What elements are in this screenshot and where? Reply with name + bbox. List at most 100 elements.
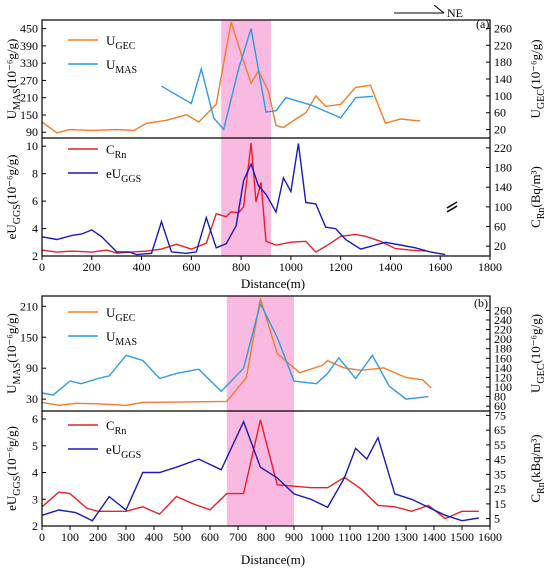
panel-b-bottom-right-tick-label: 45 [494,453,506,467]
panel-a-x-axis-title: Distance(m) [241,276,305,291]
panel-b-top-left-tick-label: 30 [26,392,38,406]
panel-a-bottom-right-axis-title-sub: Rn [536,208,547,220]
panel-b-top-right-axis-title-sub: GEC [536,363,547,383]
legend-main: U [106,305,116,320]
legend-sub: GGS [121,174,141,185]
panel-b-bottom-left-axis-title-main: eU [4,495,19,511]
panel-b-bottom-left-tick-label: 4 [32,466,38,480]
panel-a-axis-break-icon [446,201,458,213]
panel-a-bottom-series-crn [41,142,426,254]
panel-b-top-right-tick-label: 80 [494,390,506,404]
panel-b-x-tick-label: 400 [145,530,163,544]
panel-b-bottom-left-tick-label: 5 [32,439,38,453]
panel-a-bottom-left-tick-label: 2 [32,249,38,263]
panel-b-top-right-tick-label: 260 [494,303,512,317]
legend-main: U [106,57,116,72]
panel-a-x-tick-label: 1600 [428,260,452,274]
panel-b-x-tick-label: 700 [229,530,247,544]
panel-a-x-tick-label: 200 [83,260,101,274]
panel-a-x-tick-label: 600 [182,260,200,274]
panel-b-top-left-axis-title-unit: (10⁻⁶g/g) [4,313,19,363]
panel-b-x-tick-label: 600 [201,530,219,544]
panel-b-bottom-plot: 23456515253545556575CRneUGGSeUGGS(10⁻⁶g/… [4,408,547,533]
panel-a-top-left-axis-title-unit: (10⁻⁶g/g) [4,39,19,89]
panel-b-bottom-right-axis-title: CRn(kBq/m³) [528,434,547,502]
panel-a-bottom-left-axis-title-main: eU [4,224,19,240]
panel-a-top-right-tick-label: 180 [494,55,512,69]
panel-a-top-left-axis-title: UMAS(10⁻⁶g/g) [4,39,23,120]
panel-a-top-series-umas [161,28,374,131]
panel-a-bottom-left-axis-title-sub: GGS [12,204,23,224]
panel-b-x-tick-label: 200 [89,530,107,544]
panel-a-top-left-tick-label: 450 [20,22,38,36]
legend-main: U [106,329,116,344]
panel-a-top-plot: 90 150 210 270 330 390 450 20 60 100 140 180 220 260 U… [4,21,547,139]
panel-a-top-right-axis-title-sub: GEC [536,89,547,109]
panel-a-bottom-right-tick-label: 140 [494,180,512,194]
panel-b-top-left-axis-title-main: U [4,384,19,394]
panel-b: 3090150210608010012014016018020022024026… [4,295,547,567]
panel-a-top-right-axis-title-main: U [528,109,543,119]
panel-b-top-right-tick-label: 160 [494,351,512,365]
panel-a-x-tick-label: 400 [133,260,151,274]
panel-b-x-tick-label: 800 [257,530,275,544]
panel-a-top-left-tick-label: 390 [20,39,38,53]
panel-b-x-axis-title: Distance(m) [241,552,305,567]
panel-b-bottom-left-tick-label: 3 [32,492,38,506]
panel-b-top-right-tick-label: 120 [494,370,512,384]
panel-a-bottom-right-tick-label: 60 [494,220,506,234]
panel-b-top-right-tick-label: 180 [494,342,512,356]
legend-main: eU [106,166,122,181]
panel-a-top-right-tick-label: 220 [494,38,512,52]
panel-a-bottom-left-tick-label: 8 [32,167,38,181]
panel-b-bottom-left-axis-title: eUGGS(10⁻⁶g/g) [4,426,23,511]
panel-b-top-plot: 30 90 150 210 608010012014016018020022024026… [4,298,547,413]
panel-b-top-left-tick-label: 90 [26,361,38,375]
panel-a-bottom-right-tick-label: 20 [494,239,506,253]
panel-b-label: (b) [474,296,488,310]
panel-a-bottom-plot: 2468102060100140180220CRneUGGSeUGGS(10⁻⁶… [4,139,547,263]
panel-a-x-tick-label: 1000 [279,260,303,274]
panel-a-bottom-right-tick-label: 220 [494,141,512,155]
panel-a-x-tick-label: 1400 [378,260,402,274]
panel-a-bottom-left-tick-label: 4 [32,222,38,236]
panel-a-x-tick-label: 1200 [329,260,353,274]
panel-a-bottom-right-axis-title: CRn(Bq/m³) [528,166,547,228]
panel-b-bottom-right-tick-label: 65 [494,423,506,437]
legend-sub: GEC [115,41,135,52]
panel-b-top-left-tick-label: 150 [20,330,38,344]
panel-b-bottom-right-tick-label: 5 [494,512,500,526]
legend-main: eU [106,442,122,457]
panel-b-x-tick-label: 1500 [450,530,474,544]
panel-a-x-tick-label: 0 [39,260,45,274]
panel-b-top-right-tick-label: 60 [494,399,506,413]
panel-b-x-tick-label: 0 [39,530,45,544]
panel-b-x-tick-label: 100 [61,530,79,544]
panel-b-top-right-axis-title-main: U [528,383,543,393]
panel-b-bottom-legend-label: CRn [106,418,126,437]
panel-a-bottom-right-axis-title-unit: (Bq/m³) [528,166,543,207]
panel-b-top-right-axis-title: UGEC(10⁻⁶g/g) [528,314,547,393]
panel-b-bottom-right-axis-title-sub: Rn [536,482,547,494]
panel-a-top-left-tick-label: 330 [20,56,38,70]
panel-b-x-tick-label: 1200 [366,530,390,544]
panel-a-bottom-right-tick-label: 100 [494,200,512,214]
legend-sub: MAS [115,337,137,348]
panel-b-top-right-tick-label: 220 [494,323,512,337]
north-arrow: NE [394,4,463,20]
panel-a-top-right-tick-label: 260 [494,21,512,35]
panel-a: 901502102703303904502060100140180220260U… [4,17,547,291]
panel-a-bottom-right-axis-title-main: C [528,219,543,228]
panel-a-bottom-right-tick-label: 180 [494,161,512,175]
panel-b-x-tick-label: 1400 [422,530,446,544]
panel-a-bottom-legend-label: eUGGS [106,166,141,185]
legend-main: C [106,418,115,433]
panel-b-x-tick-label: 1100 [338,530,362,544]
panel-b-top-series-umas [41,301,429,400]
panel-a-bottom-left-tick-label: 6 [32,194,38,208]
panel-a-top-right-tick-label: 100 [494,89,512,103]
panel-b-top-right-axis-title-unit: (10⁻⁶g/g) [528,314,543,364]
legend-main: U [106,33,116,48]
panel-b-top-right-tick-label: 100 [494,380,512,394]
panel-a-top-left-tick-label: 90 [26,125,38,139]
